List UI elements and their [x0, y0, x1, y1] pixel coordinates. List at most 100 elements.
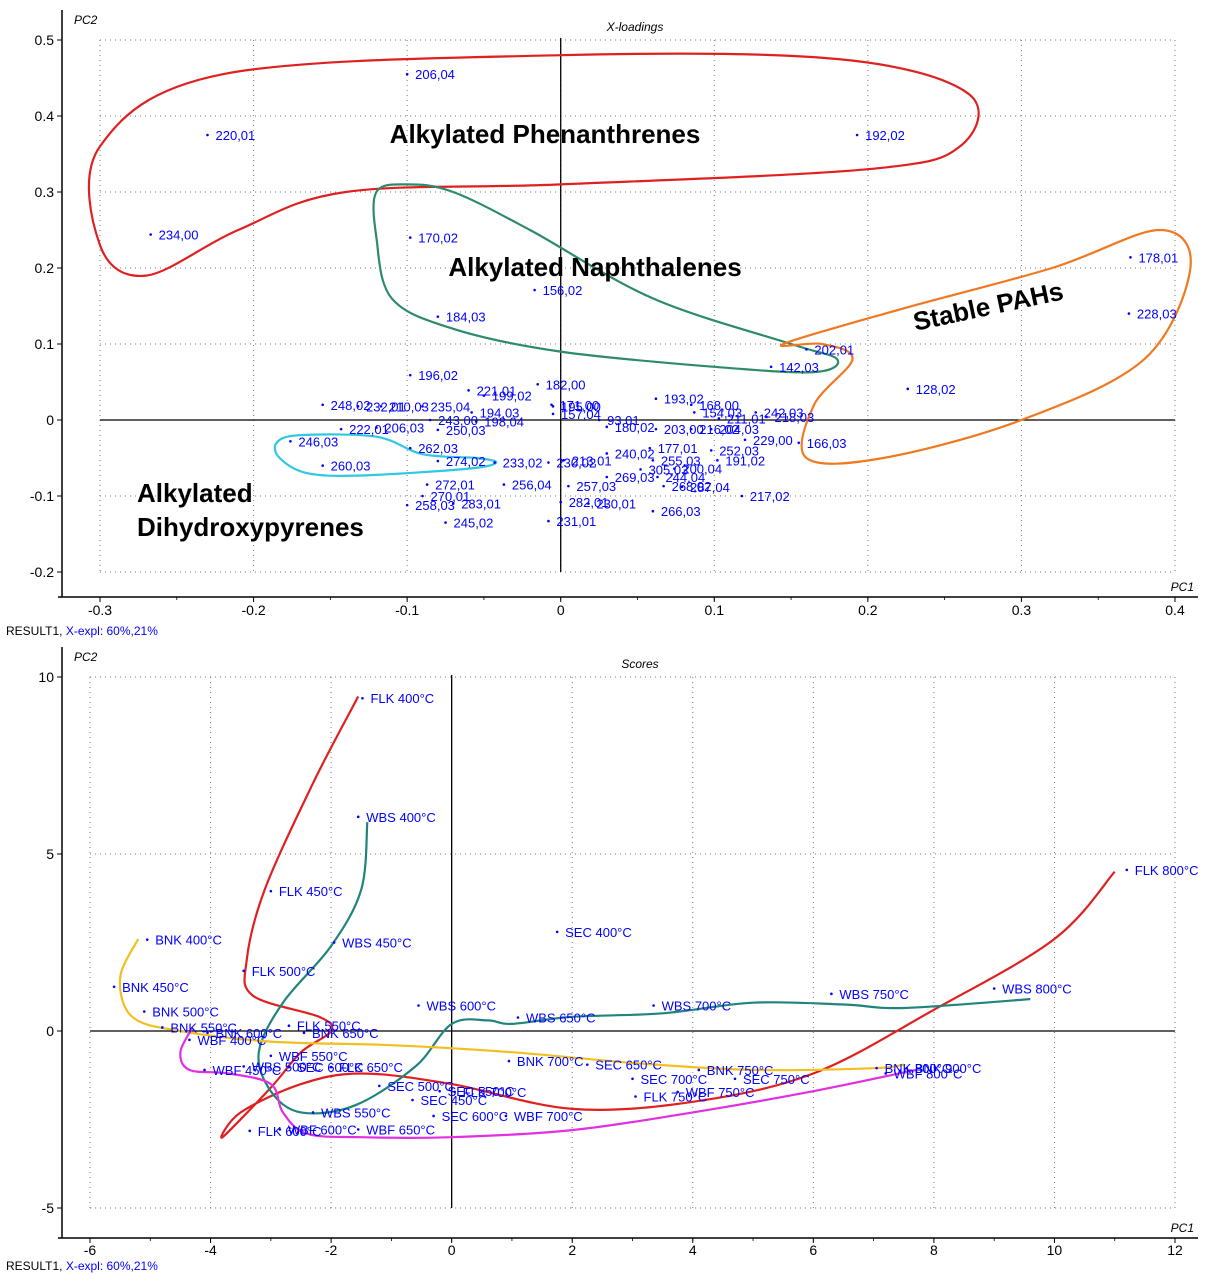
loadings-point-52 — [651, 458, 655, 462]
scores-point-label-37: FLK 750°C — [644, 1089, 708, 1104]
loadings-point-label-41: 166,03 — [807, 436, 847, 451]
scores-xtick-label-0: -6 — [84, 1242, 97, 1258]
loadings-point-label-64: 270,01 — [431, 489, 471, 504]
loadings-point-29 — [428, 418, 432, 422]
loadings-point-label-24: 195,00 — [561, 399, 601, 414]
loadings-point-27 — [754, 411, 758, 414]
loadings-point-68 — [587, 502, 590, 505]
scores-point-31 — [631, 1077, 634, 1081]
curve-WBS — [257, 822, 1031, 1115]
scores-point-17 — [206, 1031, 209, 1035]
loadings-point-55 — [673, 467, 676, 470]
loadings-xlabel: PC1 — [1171, 580, 1194, 594]
outline-naphthalenes — [372, 183, 840, 374]
scores-point-label-12: WBS 600°C — [427, 999, 497, 1014]
loadings-point-label-40: 229,00 — [753, 433, 793, 448]
loadings-point-48 — [716, 458, 719, 462]
loadings-point-33 — [339, 427, 343, 431]
scores-xtick-label-5: 4 — [689, 1242, 697, 1258]
loadings-xtick-label-1: -0.2 — [242, 602, 266, 618]
loadings-point-label-28: 218,03 — [775, 410, 815, 425]
loadings-point-label-44: 177,01 — [658, 441, 698, 456]
scores-point-16 — [161, 1026, 164, 1029]
loadings-point-26 — [693, 411, 696, 414]
scores-point-label-9: WBS 800°C — [1002, 982, 1072, 997]
loadings-point-67 — [559, 500, 563, 504]
scores-point-29 — [203, 1068, 206, 1072]
scores-point-24 — [287, 1065, 291, 1069]
scores-point-label-10: WBS 750°C — [839, 987, 909, 1002]
scores-point-label-8: BNK 450°C — [122, 980, 189, 995]
scores-point-36 — [676, 1090, 680, 1094]
scores-footer-expl: X-expl: 60%,21% — [65, 1259, 158, 1273]
loadings-point-4 — [408, 236, 412, 239]
loadings-point-label-47: 213,01 — [572, 453, 612, 468]
scores-point-7 — [242, 969, 246, 973]
loadings-point-label-66: 283,01 — [461, 497, 501, 512]
loadings-point-16 — [689, 403, 693, 407]
loadings-point-36 — [605, 425, 609, 429]
loadings-point-label-52: 255,03 — [661, 453, 701, 468]
scores-point-label-30: WBF 800°C — [894, 1066, 963, 1081]
loadings-point-label-48: 191,02 — [725, 453, 765, 468]
loadings-point-label-59: 256,04 — [512, 478, 552, 493]
scores-point-label-2: FLK 800°C — [1135, 863, 1199, 878]
scores-point-label-40: SEC 600°C — [442, 1109, 509, 1124]
loadings-point-label-61: 268,02 — [672, 479, 712, 494]
scores-point-label-7: FLK 500°C — [252, 964, 316, 979]
loadings-point-label-54: 305,03 — [649, 462, 689, 477]
scores-point-label-0: FLK 400°C — [370, 691, 434, 706]
scores-xtick-label-9: 12 — [1167, 1242, 1183, 1258]
loadings-group-outlines — [87, 52, 1192, 477]
scores-point-39 — [311, 1111, 315, 1114]
loadings-point-57 — [656, 475, 659, 479]
loadings-point-label-35: 250,03 — [446, 423, 486, 438]
scores-point-label-4: BNK 400°C — [155, 933, 222, 948]
scores-point-5 — [555, 930, 559, 934]
scores-point-2 — [1125, 868, 1129, 872]
loadings-point-70 — [444, 521, 447, 524]
loadings-point-label-19: 248,02 — [331, 398, 371, 413]
loadings-point-label-70: 245,02 — [454, 516, 494, 531]
loadings-point-51 — [547, 461, 550, 464]
loadings-point-20 — [356, 405, 360, 408]
loadings-points: 206,04 220,01 192,02 234,00 170,02 156,02 184,… — [149, 67, 1178, 531]
loadings-point-label-4: 170,02 — [418, 231, 458, 246]
loadings-panel: -0.3 -0.2 -0.1 0 0.1 0.2 0.3 0.4 0.5 0.4 0.3 0.2 0.1… — [30, 10, 1198, 618]
loadings-point-15 — [654, 397, 658, 401]
scores-ylabel: PC2 — [74, 650, 98, 664]
scores-xtick-label-1: -4 — [204, 1242, 217, 1258]
scores-point-26 — [697, 1068, 701, 1072]
scores-point-label-22: SEC 650°C — [595, 1058, 662, 1073]
loadings-point-64 — [421, 494, 424, 498]
loadings-point-label-12: 196,02 — [418, 368, 458, 383]
curve-BNK — [118, 938, 904, 1072]
loadings-point-50 — [493, 461, 496, 464]
loadings-point-label-68: 230,01 — [596, 497, 636, 512]
scores-point-label-18: BNK 650°C — [312, 1026, 379, 1041]
loadings-point-69 — [651, 509, 655, 513]
loadings-point-47 — [562, 458, 566, 462]
loadings-point-6 — [436, 315, 440, 318]
scores-point-10 — [830, 992, 833, 996]
scores-point-label-44: FLK 600°C — [258, 1124, 322, 1139]
annotation-3: Alkylated — [137, 478, 253, 508]
loadings-point-34 — [375, 426, 378, 429]
loadings-point-49 — [436, 459, 440, 463]
loadings-point-label-15: 193,02 — [664, 392, 704, 407]
loadings-point-28 — [765, 415, 768, 419]
loadings-point-label-46: 240,02 — [615, 446, 655, 461]
curve-WBF — [179, 1026, 917, 1139]
loadings-point-label-14: 221,01 — [477, 383, 517, 398]
scores-point-label-36: WBF 750°C — [686, 1085, 755, 1100]
scores-point-19 — [188, 1038, 191, 1042]
scores-point-label-35: FLK 700°C — [463, 1085, 527, 1100]
scores-point-label-15: FLK 550°C — [297, 1019, 361, 1034]
annotation-4: Dihydroxypyrenes — [137, 512, 364, 542]
scores-point-label-23: WBS 500°C — [252, 1059, 322, 1074]
loadings-point-54 — [639, 468, 642, 471]
scores-point-4 — [145, 938, 149, 941]
loadings-point-24 — [551, 405, 555, 408]
scores-xtick-label-3: 0 — [448, 1242, 456, 1258]
